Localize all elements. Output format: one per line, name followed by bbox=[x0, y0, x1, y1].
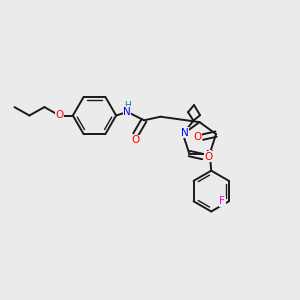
Text: N: N bbox=[181, 128, 188, 138]
Text: N: N bbox=[206, 150, 214, 160]
Text: N: N bbox=[123, 107, 131, 117]
Text: O: O bbox=[193, 132, 201, 142]
Text: O: O bbox=[55, 110, 64, 121]
Text: O: O bbox=[131, 135, 140, 145]
Text: O: O bbox=[204, 152, 212, 162]
Text: F: F bbox=[219, 196, 225, 206]
Text: H: H bbox=[124, 101, 131, 110]
